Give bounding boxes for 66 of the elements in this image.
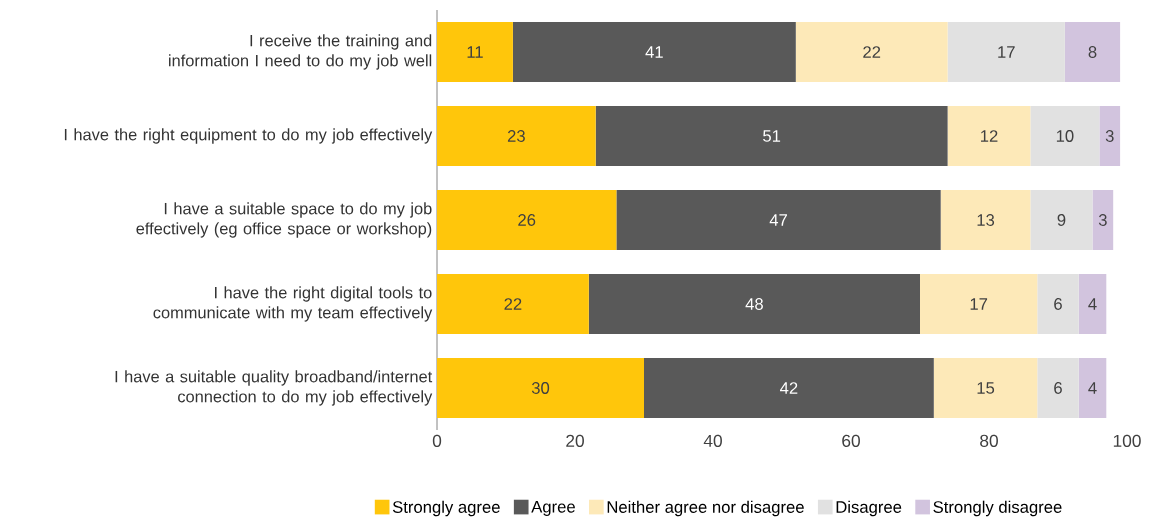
legend-label: Agree <box>531 500 575 516</box>
data-label: 3 <box>1105 130 1114 142</box>
bar <box>940 189 1031 250</box>
data-label: 26 <box>518 214 536 226</box>
bar <box>1092 189 1114 250</box>
bar <box>1030 105 1100 166</box>
x-tick-label: 40 <box>703 434 722 447</box>
data-label: 6 <box>1054 382 1062 394</box>
data-label: 17 <box>970 298 988 310</box>
data-label: 12 <box>981 130 998 142</box>
data-label: 6 <box>1054 298 1062 310</box>
bar <box>437 357 645 418</box>
bar <box>1078 357 1107 418</box>
x-tick-label: 20 <box>566 434 584 447</box>
bar <box>437 189 617 250</box>
data-label: 17 <box>998 46 1015 58</box>
bar <box>1078 273 1107 334</box>
x-tick-label: 80 <box>980 434 998 447</box>
x-tick-label: 60 <box>842 434 860 447</box>
data-label: 11 <box>467 46 483 58</box>
bar <box>947 105 1031 166</box>
data-label: 48 <box>745 298 763 310</box>
data-label: 13 <box>977 214 995 226</box>
legend-label: Neither agree nor disagree <box>607 500 804 517</box>
data-label: 10 <box>1056 130 1074 142</box>
y-tick-label: I have a suitable quality broadband/internet connection to do my job effectively <box>115 370 433 406</box>
bar <box>437 21 513 82</box>
bar <box>644 357 934 418</box>
bar <box>795 21 948 82</box>
data-label: 42 <box>780 382 798 394</box>
y-tick-label: I have the right equipment to do my job effectively <box>64 128 433 144</box>
bar <box>1099 105 1121 166</box>
x-tick-label: 0 <box>432 434 442 447</box>
data-label: 30 <box>531 382 550 394</box>
bar <box>920 273 1038 334</box>
bar <box>947 21 1065 82</box>
bar <box>437 105 596 166</box>
y-tick-label: I have a suitable space to do my job effectively (eg office space or workshop) <box>136 202 432 238</box>
bar <box>437 273 589 334</box>
y-tick-label: I have the right digital tools to communicate with my team effectively <box>153 286 433 322</box>
legend-label: Strongly disagree <box>933 500 1062 517</box>
bar <box>1064 21 1121 82</box>
legend-label: Strongly agree <box>392 500 500 517</box>
data-label: 23 <box>507 130 525 142</box>
data-label: 8 <box>1088 46 1097 58</box>
bar <box>595 105 948 166</box>
bar <box>1037 273 1079 334</box>
bar <box>616 189 941 250</box>
data-label: 9 <box>1057 214 1066 226</box>
data-label: 41 <box>645 46 663 58</box>
data-label: 22 <box>504 298 522 310</box>
data-label: 15 <box>977 382 995 394</box>
data-label: 51 <box>763 130 781 142</box>
data-label: 3 <box>1098 214 1107 226</box>
bar <box>512 21 796 82</box>
data-label: 47 <box>769 214 787 226</box>
x-tick-label: 100 <box>1113 434 1141 447</box>
data-label: 4 <box>1088 382 1097 394</box>
data-label: 4 <box>1088 298 1097 310</box>
bar <box>933 357 1038 418</box>
bar <box>588 273 920 334</box>
data-label: 22 <box>863 46 881 58</box>
legend-label: Disagree <box>836 500 902 517</box>
y-tick-label: I receive the training and information I need to do my job well <box>169 34 432 70</box>
bar <box>1030 189 1093 250</box>
bar <box>1037 357 1079 418</box>
